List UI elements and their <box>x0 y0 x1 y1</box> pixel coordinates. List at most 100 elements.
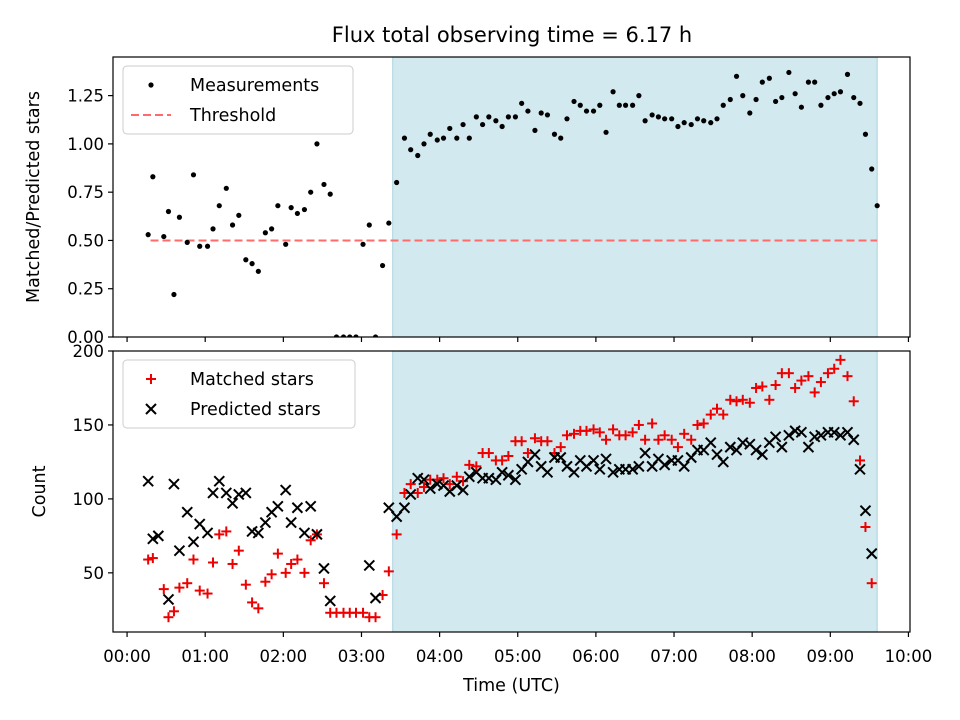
data-point <box>187 536 200 548</box>
data-point <box>790 382 801 393</box>
data-point <box>512 114 519 120</box>
data-point <box>828 426 840 439</box>
data-point <box>499 123 505 130</box>
y-tick-label: 100 <box>73 490 105 509</box>
data-point <box>718 409 729 420</box>
data-point <box>233 545 244 556</box>
y-tick-label: 150 <box>73 416 105 435</box>
y-tick-label: 50 <box>83 564 104 583</box>
y-axis-label: Matched/Predicted stars <box>24 91 44 303</box>
data-point <box>145 232 151 238</box>
data-point <box>240 487 252 499</box>
data-point <box>223 185 229 191</box>
data-point <box>229 222 236 228</box>
data-point <box>298 527 311 539</box>
x-tick-label: 10:00 <box>885 647 933 666</box>
data-point <box>740 93 746 99</box>
data-point <box>541 466 554 478</box>
data-point <box>783 429 795 442</box>
data-point <box>311 528 323 541</box>
data-point <box>366 222 372 228</box>
data-point <box>733 73 740 79</box>
data-point <box>655 114 661 120</box>
data-point <box>783 368 794 379</box>
data-point <box>427 131 433 137</box>
data-point <box>386 220 392 226</box>
data-point <box>642 118 648 124</box>
data-point <box>714 116 720 122</box>
data-point <box>842 371 853 382</box>
data-point <box>587 454 600 467</box>
data-point <box>639 447 651 459</box>
data-point <box>859 505 872 517</box>
data-point <box>616 102 622 108</box>
data-point <box>737 394 748 405</box>
data-point <box>460 121 466 128</box>
bottom-panel: 50 100 150 200 00:00 01:00 02:00 03:00 04:00 05:0… <box>30 342 932 696</box>
data-point <box>301 206 308 213</box>
data-point <box>279 484 292 496</box>
data-point <box>260 576 271 587</box>
data-point <box>181 506 193 518</box>
data-point <box>757 381 768 392</box>
data-point <box>457 484 469 496</box>
data-point <box>168 478 180 490</box>
data-point <box>305 535 316 546</box>
data-point <box>383 502 395 514</box>
data-point <box>708 120 714 126</box>
data-point <box>692 419 703 430</box>
data-point <box>190 172 197 178</box>
data-point <box>588 424 599 435</box>
data-point <box>798 104 804 110</box>
data-point <box>174 582 185 593</box>
legend-label: Predicted stars <box>190 400 321 420</box>
data-point <box>837 89 844 95</box>
data-point <box>424 482 436 495</box>
data-point <box>390 510 403 523</box>
data-point <box>291 502 304 514</box>
data-point <box>568 466 580 478</box>
data-point <box>874 203 880 209</box>
data-point <box>266 569 277 580</box>
data-point <box>577 102 583 108</box>
data-point <box>636 93 642 99</box>
plot-area <box>142 354 878 623</box>
data-point <box>669 116 675 122</box>
data-point <box>818 102 824 108</box>
data-point <box>525 108 531 114</box>
data-point <box>415 152 421 159</box>
data-point <box>451 471 462 482</box>
data-point <box>292 554 303 565</box>
data-point <box>463 471 476 483</box>
x-tick-label: 01:00 <box>181 647 229 666</box>
data-point <box>249 261 255 267</box>
data-point <box>610 89 616 95</box>
data-point <box>649 112 655 118</box>
data-point <box>516 436 527 447</box>
data-point <box>207 487 219 499</box>
data-point <box>233 488 245 501</box>
observing-span <box>392 56 878 338</box>
data-point <box>497 455 508 466</box>
data-point <box>558 135 564 141</box>
data-point <box>600 453 612 465</box>
data-point <box>701 118 707 124</box>
data-point <box>522 448 533 459</box>
data-point <box>161 233 167 240</box>
data-point <box>647 418 658 429</box>
data-point <box>720 102 726 108</box>
data-point <box>269 226 275 232</box>
data-point <box>213 475 225 487</box>
x-tick-label: 00:00 <box>103 647 151 666</box>
x-axis-label: Time (UTC) <box>462 676 560 696</box>
data-point <box>705 436 717 449</box>
data-point <box>851 94 857 101</box>
data-point <box>805 79 812 85</box>
data-point <box>809 387 820 398</box>
data-point <box>666 434 677 445</box>
data-point <box>243 257 249 263</box>
data-point <box>662 116 668 122</box>
observing-span <box>392 350 878 633</box>
data-point <box>698 418 709 429</box>
data-point <box>712 403 723 414</box>
